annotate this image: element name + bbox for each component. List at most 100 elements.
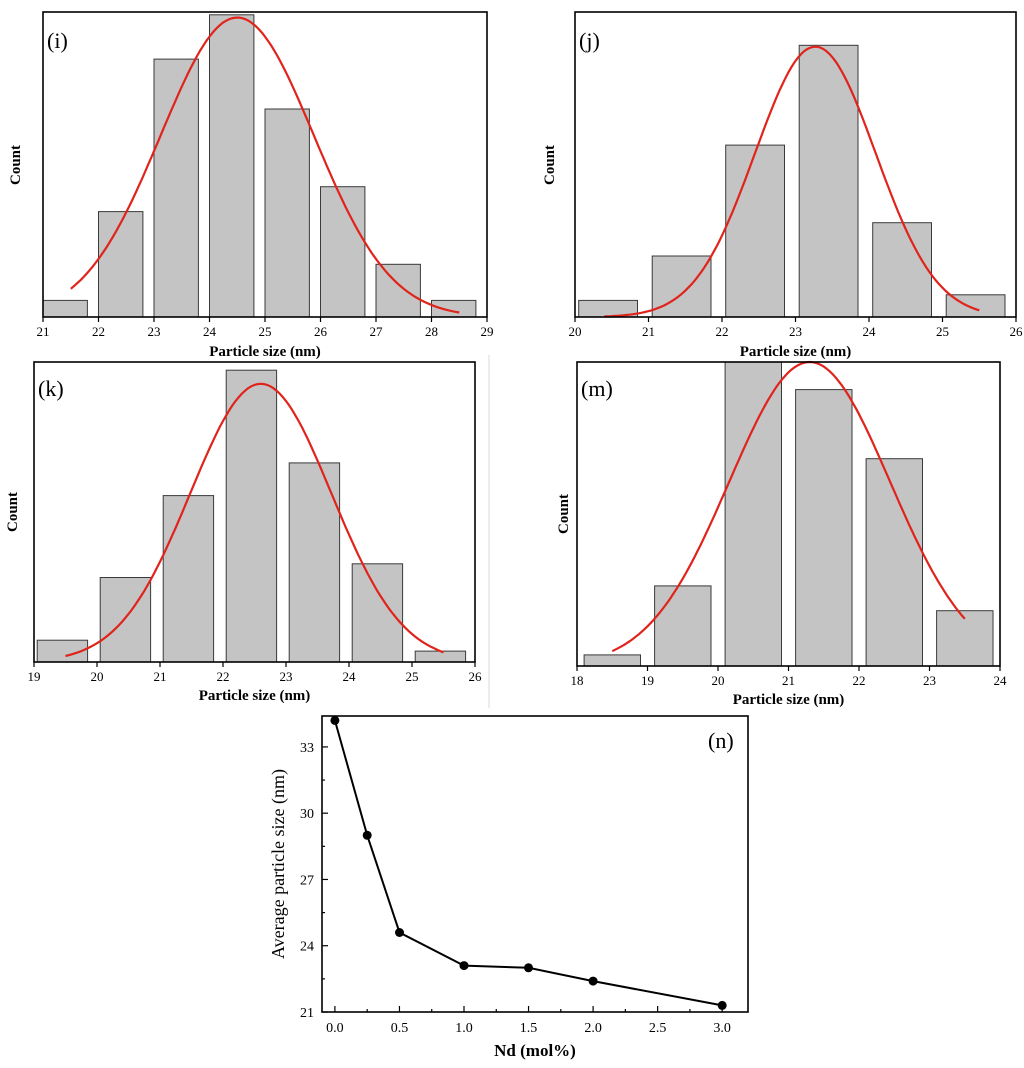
histogram-panel-m: 18 19 20 21 22 23 24 Particle size (nm) Count (m) (556, 360, 1008, 708)
x-tick-label: 25 (936, 324, 949, 339)
histogram-bar (798, 44, 859, 318)
y-axis-label: Count (8, 145, 24, 185)
x-tick-label: 22 (853, 673, 866, 688)
histogram-bar (654, 585, 712, 667)
x-tick-label: 20 (712, 673, 725, 688)
x-axis-label: Particle size (nm) (209, 344, 321, 360)
gaussian-fit-curve (604, 45, 980, 318)
y-axis-label: Count (542, 145, 558, 185)
data-point (717, 1000, 727, 1010)
x-tick-label: 23 (280, 669, 293, 684)
histogram-bar (725, 144, 786, 318)
data-point (459, 961, 469, 971)
y-axis-label: Count (556, 494, 572, 534)
histogram-bar (264, 108, 310, 318)
line-chart-panel-n: 0.0 0.5 1.0 1.5 2.0 2.5 3.0 21 24 27 30 33 Nd (mol%)… (268, 715, 749, 1060)
x-tick-label: 25 (259, 324, 272, 339)
panel-label: (m) (581, 376, 613, 401)
x-tick-label: 21 (642, 324, 655, 339)
x-tick-label: 27 (370, 324, 384, 339)
plot-frame (33, 361, 476, 663)
x-tick-label: 23 (923, 673, 936, 688)
histogram-bar (209, 14, 255, 318)
x-tick-label: 26 (1010, 324, 1024, 339)
x-tick-label: 2.5 (649, 1021, 667, 1036)
histogram-panel-k: 19 20 21 22 23 24 25 26 Particle size (nm) Count (… (5, 361, 483, 704)
x-axis-label: Particle size (nm) (740, 344, 852, 360)
panel-label: (i) (47, 28, 68, 53)
histogram-bar (99, 577, 152, 663)
y-axis-label: Average particle size (nm) (268, 769, 289, 959)
x-tick-label: 23 (789, 324, 802, 339)
histogram-bar (795, 389, 853, 667)
x-tick-label: 19 (28, 669, 41, 684)
y-axis-label: Count (5, 492, 21, 532)
y-tick-label: 24 (300, 940, 314, 955)
panel-label: (k) (38, 376, 64, 401)
gaussian-fit-curve (70, 16, 460, 314)
x-tick-label: 28 (425, 324, 438, 339)
data-point (395, 928, 404, 937)
x-tick-label: 3.0 (713, 1021, 731, 1036)
histogram-panel-i: 21 22 23 24 25 26 27 28 29 Particle size (nm) Coun… (8, 11, 494, 360)
x-tick-label: 22 (716, 324, 729, 339)
x-tick-label: 20 (569, 324, 582, 339)
histogram-bar (225, 369, 278, 663)
histogram-bar (320, 186, 366, 318)
gaussian-fit-curve (65, 382, 444, 658)
x-tick-label: 26 (314, 324, 328, 339)
y-tick-label: 33 (300, 741, 314, 756)
data-point (362, 830, 372, 840)
x-axis-label: Nd (mol%) (494, 1041, 576, 1060)
x-tick-label: 24 (203, 324, 217, 339)
data-point (524, 963, 533, 973)
histogram-bar (431, 299, 477, 318)
y-tick-label: 27 (300, 873, 314, 888)
x-axis-label: Particle size (nm) (733, 692, 845, 708)
x-tick-label: 19 (641, 673, 654, 688)
y-tick-label: 21 (300, 1006, 314, 1021)
x-tick-label: 1.5 (520, 1021, 538, 1036)
data-point (330, 715, 340, 725)
x-tick-label: 18 (571, 673, 584, 688)
x-tick-label: 23 (148, 324, 161, 339)
x-tick-label: 22 (217, 669, 230, 684)
plot-frame (321, 715, 749, 1013)
x-tick-label: 21 (782, 673, 795, 688)
x-tick-label: 24 (863, 324, 877, 339)
x-tick-label: 25 (406, 669, 419, 684)
histogram-bar (42, 299, 88, 318)
histogram-bar (414, 650, 467, 663)
y-tick-label: 30 (300, 807, 314, 822)
histogram-bar (98, 211, 144, 318)
x-tick-label: 2.0 (584, 1021, 602, 1036)
x-tick-label: 20 (91, 669, 104, 684)
histogram-panel-j: 20 21 22 23 24 25 26 Particle size (nm) Count (j) (542, 11, 1024, 360)
x-tick-label: 26 (469, 669, 483, 684)
histogram-bar (872, 222, 933, 318)
x-axis-label: Particle size (nm) (199, 688, 311, 704)
x-tick-label: 29 (481, 324, 494, 339)
panel-label: (j) (579, 28, 600, 53)
series-line (333, 720, 723, 1007)
histogram-bar (162, 495, 215, 663)
data-point (588, 976, 598, 986)
gaussian-fit-curve (611, 360, 966, 653)
plot-frame (574, 11, 1017, 318)
x-tick-label: 1.0 (455, 1021, 473, 1036)
x-tick-label: 0.0 (326, 1021, 344, 1036)
histogram-bar (936, 610, 994, 667)
histogram-bar (375, 263, 421, 318)
histogram-bar (288, 462, 341, 663)
x-tick-label: 24 (994, 673, 1008, 688)
histogram-bar (583, 654, 641, 667)
histogram-bar (724, 361, 782, 667)
panel-label: (n) (708, 728, 734, 753)
x-tick-label: 24 (343, 669, 357, 684)
x-tick-label: 0.5 (391, 1021, 409, 1036)
x-tick-label: 21 (37, 324, 50, 339)
x-tick-label: 21 (154, 669, 167, 684)
histogram-bar (351, 563, 404, 663)
x-tick-label: 22 (92, 324, 105, 339)
